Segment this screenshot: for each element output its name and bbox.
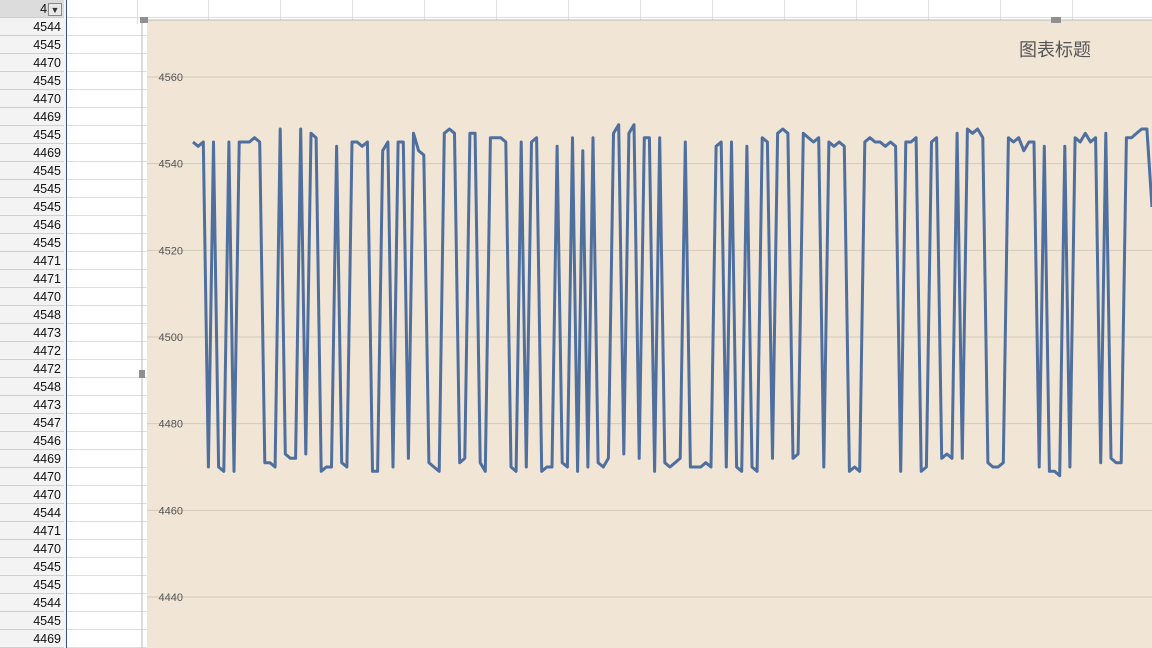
column-a-cell[interactable]: 4469 — [0, 144, 64, 162]
column-a-cell[interactable]: 4546 — [0, 216, 64, 234]
grid-column-line — [1000, 0, 1001, 24]
column-a-cell[interactable]: 4545 — [0, 558, 64, 576]
y-tick-label: 4440 — [159, 592, 183, 604]
y-tick-label: 4540 — [159, 159, 183, 171]
column-a-cell[interactable]: 4470 — [0, 468, 64, 486]
grid-column-line — [1072, 0, 1073, 24]
resize-handle-left-middle[interactable] — [139, 370, 145, 378]
grid-column-line — [568, 0, 569, 24]
column-a-cell[interactable]: 4472 — [0, 342, 64, 360]
y-tick-label: 4560 — [159, 72, 183, 84]
grid-column-line — [784, 0, 785, 24]
grid-column-line — [712, 0, 713, 24]
grid-column-line — [640, 0, 641, 24]
column-a-cell[interactable]: 4473 — [0, 324, 64, 342]
column-a-cell[interactable]: 4470 — [0, 288, 64, 306]
column-a-cell[interactable]: 4470 — [0, 540, 64, 558]
column-a-cell[interactable]: 4471 — [0, 270, 64, 288]
column-a-cell[interactable]: 4545 — [0, 180, 64, 198]
column-a-cell[interactable]: 4545 — [0, 198, 64, 216]
column-a-cell[interactable]: 4469 — [0, 108, 64, 126]
filter-dropdown-icon[interactable]: ▼ — [48, 3, 62, 16]
spreadsheet-column-a: 45€4544454544704545447044694545446945454… — [0, 0, 68, 648]
grid-column-line — [424, 0, 425, 24]
grid-column-line — [928, 0, 929, 24]
column-a-cell[interactable]: 4548 — [0, 306, 64, 324]
resize-handle-top-left[interactable] — [140, 17, 148, 23]
resize-handle-top-center[interactable] — [1051, 17, 1061, 23]
column-a-cell[interactable]: 4470 — [0, 90, 64, 108]
column-a-cell[interactable]: 4545 — [0, 72, 64, 90]
grid-column-line — [856, 0, 857, 24]
column-a-cell[interactable]: 4545 — [0, 576, 64, 594]
column-a-cell[interactable]: 4545 — [0, 36, 64, 54]
grid-row-line — [67, 17, 1152, 18]
column-a-cell[interactable]: 4470 — [0, 54, 64, 72]
column-a-cell[interactable]: 4545 — [0, 162, 64, 180]
column-a-cell[interactable]: 4472 — [0, 360, 64, 378]
column-a-cell[interactable]: 4471 — [0, 522, 64, 540]
column-a-cell[interactable]: 4544 — [0, 18, 64, 36]
y-tick-label: 4500 — [159, 332, 183, 344]
column-a-cell[interactable]: 4473 — [0, 396, 64, 414]
chart-title[interactable]: 图表标题 — [1019, 40, 1091, 60]
grid-column-line — [280, 0, 281, 24]
y-tick-label: 4460 — [159, 505, 183, 517]
column-a-cell[interactable]: 4544 — [0, 594, 64, 612]
grid-column-line — [208, 0, 209, 24]
column-a-cell[interactable]: 4546 — [0, 432, 64, 450]
grid-column-line — [496, 0, 497, 24]
column-a-cell[interactable]: 4469 — [0, 450, 64, 468]
y-tick-label: 4520 — [159, 245, 183, 257]
column-a-cell[interactable]: 4548 — [0, 378, 64, 396]
grid-column-line — [352, 0, 353, 24]
column-a-cell[interactable]: 4545 — [0, 612, 64, 630]
y-tick-label: 4480 — [159, 419, 183, 431]
column-a-cell[interactable]: 4547 — [0, 414, 64, 432]
series-line — [192, 123, 1152, 478]
grid-column-line — [137, 0, 138, 24]
column-a-cell[interactable]: 4470 — [0, 486, 64, 504]
column-a-cell[interactable]: 4544 — [0, 504, 64, 522]
column-a-cell[interactable]: 4545 — [0, 234, 64, 252]
column-a-cell[interactable]: 4471 — [0, 252, 64, 270]
column-a-cell[interactable]: 4545 — [0, 126, 64, 144]
